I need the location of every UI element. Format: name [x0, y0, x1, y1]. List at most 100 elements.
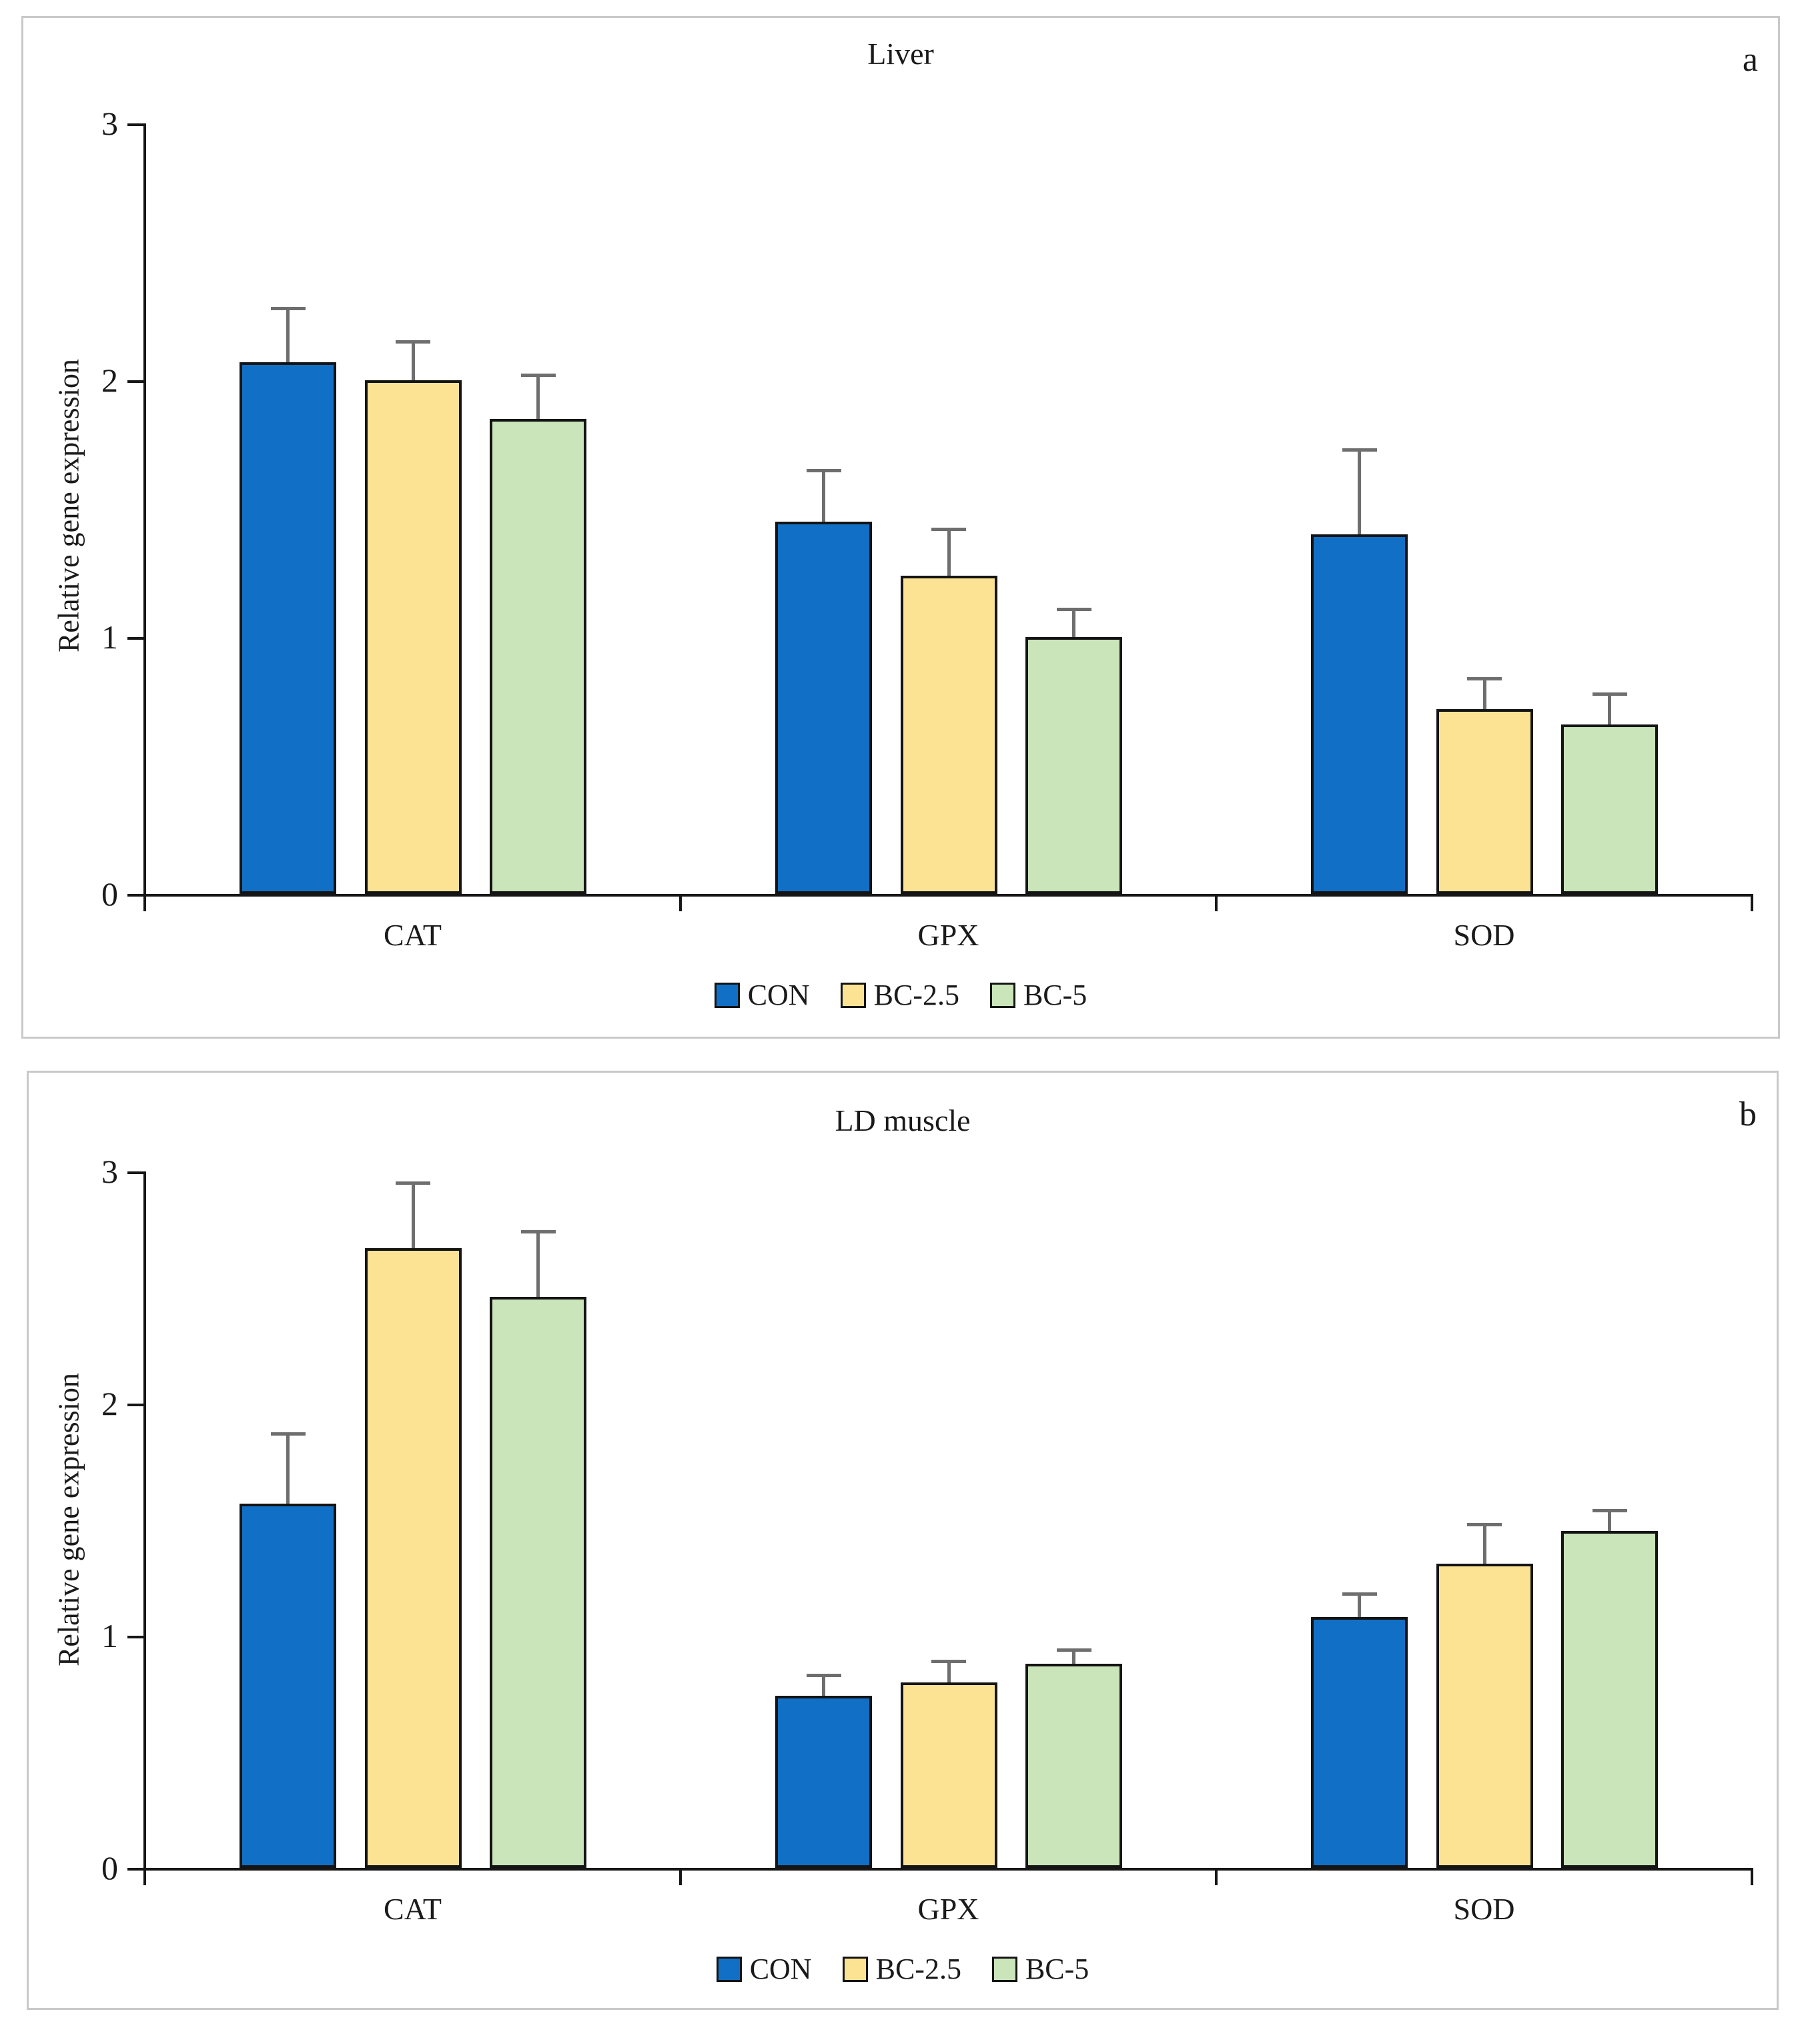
bar-bc-5-cat — [490, 1296, 586, 1868]
error-bar-stem — [286, 1434, 290, 1504]
y-tick-mark — [127, 637, 145, 640]
legend: CON BC-2.5 BC-5 — [23, 979, 1778, 1011]
legend-item-bc-2.5: BC-2.5 — [842, 1953, 961, 1985]
y-tick-label: 0 — [101, 1849, 118, 1887]
error-bar-cap — [1592, 692, 1627, 696]
error-bar-stem — [822, 1675, 825, 1696]
category-label: SOD — [1453, 918, 1515, 952]
error-bar-cap — [1467, 676, 1502, 680]
y-tick-label: 1 — [101, 618, 118, 656]
x-tick-mark — [143, 894, 146, 911]
y-tick-mark — [127, 1171, 145, 1174]
legend-swatch-icon — [989, 983, 1015, 1009]
error-bar-stem — [411, 1183, 415, 1248]
bar-con-sod — [1311, 1617, 1408, 1868]
legend-swatch-icon — [840, 983, 866, 1009]
legend-swatch-icon — [842, 1957, 868, 1983]
y-axis-line — [143, 123, 146, 897]
x-tick-mark — [1751, 894, 1753, 911]
bar-bc-5-cat — [490, 418, 586, 894]
error-bar-stem — [947, 529, 951, 576]
y-tick-mark — [127, 1404, 145, 1406]
legend-label: CON — [747, 979, 810, 1011]
bar-bc-2.5-sod — [1436, 1564, 1533, 1868]
error-bar-cap — [520, 374, 556, 378]
bar-bc-5-gpx — [1025, 637, 1122, 894]
error-bar-stem — [1608, 693, 1611, 724]
error-bar-cap — [1342, 448, 1377, 452]
legend: CON BC-2.5 BC-5 — [29, 1953, 1777, 1985]
bar-bc-2.5-gpx — [900, 1682, 997, 1868]
error-bar-cap — [931, 1660, 966, 1664]
error-bar-stem — [1358, 449, 1361, 534]
legend-label: CON — [749, 1953, 812, 1985]
bar-bc-5-sod — [1561, 1531, 1658, 1868]
error-bar-stem — [1358, 1594, 1361, 1618]
x-tick-mark — [1751, 1868, 1753, 1885]
category-label: CAT — [384, 1892, 442, 1926]
legend-label: BC-5 — [1025, 1953, 1089, 1985]
plot-area: 0 1 2 3 CAT GPX SOD — [29, 1073, 1777, 2008]
x-axis-line — [143, 1868, 1753, 1871]
y-tick-mark — [127, 380, 145, 383]
bar-bc-2.5-sod — [1436, 708, 1533, 894]
y-tick-mark — [127, 123, 145, 126]
legend-label: BC-2.5 — [873, 979, 959, 1011]
category-label: GPX — [917, 918, 979, 952]
bar-con-cat — [240, 1503, 336, 1868]
bar-bc-2.5-cat — [364, 1247, 462, 1868]
x-axis-line — [143, 894, 1753, 897]
error-bar-cap — [1056, 1648, 1091, 1652]
panel-liver: Liver a Relative gene expression 0 1 2 3 CAT… — [21, 16, 1780, 1039]
legend-swatch-icon — [714, 983, 740, 1009]
error-bar-stem — [1072, 1649, 1075, 1664]
error-bar-cap — [270, 1432, 306, 1436]
error-bar-cap — [1592, 1509, 1627, 1513]
error-bar-cap — [1056, 607, 1091, 611]
panel-letter: a — [1742, 41, 1758, 79]
error-bar-stem — [536, 1231, 540, 1297]
bar-bc-2.5-cat — [364, 380, 462, 894]
bar-con-sod — [1311, 534, 1408, 894]
y-tick-label: 3 — [101, 1153, 118, 1190]
error-bar-cap — [396, 340, 430, 344]
error-bar-cap — [270, 307, 306, 311]
error-bar-cap — [931, 528, 966, 532]
y-tick-label: 0 — [101, 875, 118, 913]
category-label: CAT — [384, 918, 442, 952]
error-bar-cap — [806, 468, 841, 472]
legend-item-bc-2.5: BC-2.5 — [840, 979, 959, 1011]
error-bar-cap — [396, 1181, 430, 1185]
error-bar-cap — [1467, 1522, 1502, 1526]
error-bar-stem — [1482, 678, 1486, 709]
x-tick-mark — [1215, 894, 1218, 911]
error-bar-cap — [520, 1230, 556, 1234]
y-tick-label: 2 — [101, 362, 118, 399]
chart-title: Liver — [867, 37, 934, 71]
bar-con-gpx — [775, 521, 872, 894]
x-tick-mark — [1215, 1868, 1218, 1885]
error-bar-stem — [411, 342, 415, 380]
panel-letter: b — [1739, 1095, 1757, 1133]
category-label: GPX — [917, 1892, 979, 1926]
bar-bc-5-gpx — [1025, 1663, 1122, 1868]
error-bar-stem — [286, 308, 290, 363]
y-tick-mark — [127, 1636, 145, 1638]
bar-bc-5-sod — [1561, 724, 1658, 894]
legend-label: BC-5 — [1023, 979, 1087, 1011]
bar-bc-2.5-gpx — [900, 575, 997, 894]
y-tick-label: 3 — [101, 105, 118, 142]
error-bar-stem — [1072, 608, 1075, 637]
legend-swatch-icon — [716, 1957, 742, 1983]
error-bar-stem — [1608, 1510, 1611, 1532]
legend-item-bc-5: BC-5 — [989, 979, 1087, 1011]
y-tick-label: 2 — [101, 1385, 118, 1422]
plot-area: 0 1 2 3 CAT GPX SOD — [23, 18, 1778, 1037]
chart-title: LD muscle — [835, 1103, 971, 1137]
y-tick-label: 1 — [101, 1617, 118, 1654]
legend-label: BC-2.5 — [875, 1953, 961, 1985]
y-tick-mark — [127, 1868, 145, 1871]
error-bar-stem — [1482, 1524, 1486, 1564]
